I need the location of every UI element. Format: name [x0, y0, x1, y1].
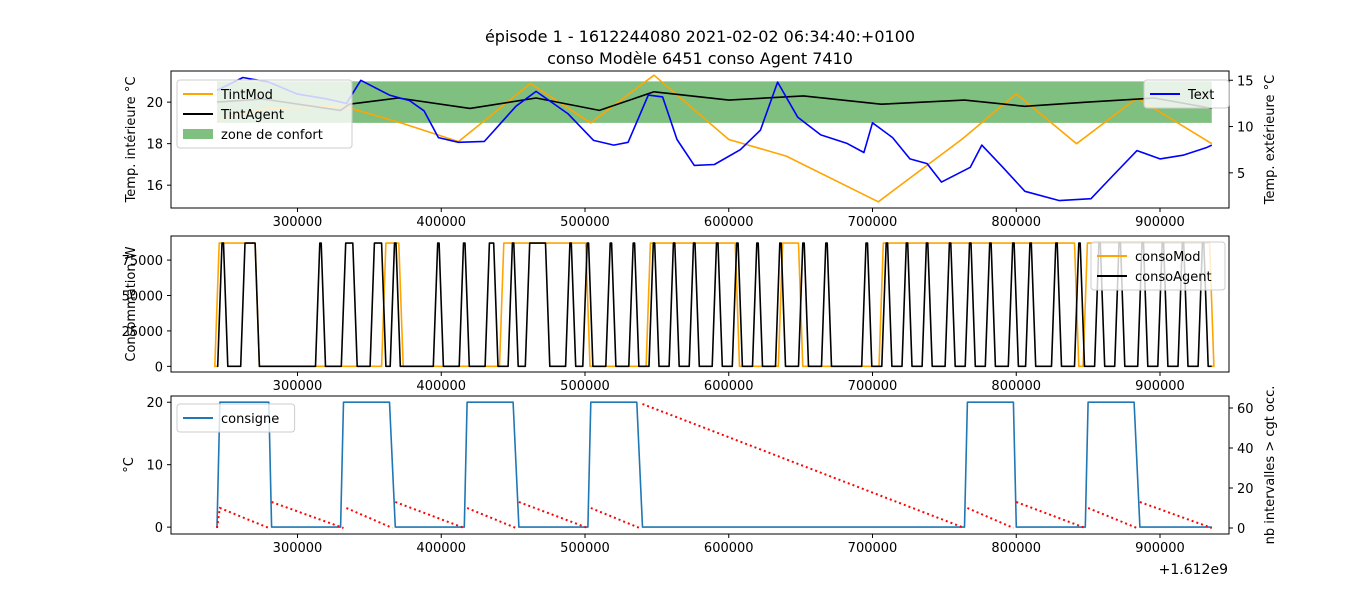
legend-left: TintMod TintAgent zone de confort	[176, 79, 353, 149]
axes-frame	[170, 235, 1230, 373]
y-tick-label: 0	[155, 360, 163, 375]
series-consigne	[216, 401, 1212, 528]
y-tick-label: 18	[146, 138, 163, 153]
x-tick-label: 800000	[991, 379, 1041, 394]
axes-frame	[170, 70, 1230, 209]
legend-box	[176, 403, 296, 433]
legend-label: consigne	[221, 412, 279, 427]
y-tick-label: 25000	[122, 325, 163, 340]
legend-label: TintMod	[220, 88, 273, 103]
x-tick-label: 900000	[1135, 541, 1185, 556]
y2-tick-label: 15	[1237, 74, 1254, 89]
series-text	[216, 76, 1213, 202]
x-tick-label: 600000	[704, 215, 754, 230]
legend-patch	[183, 129, 213, 139]
y-tick-label: 50000	[122, 290, 163, 305]
y2-tick-label: 5	[1237, 167, 1245, 182]
x-tick-label: 900000	[1135, 379, 1185, 394]
legend-label: TintAgent	[220, 108, 284, 123]
x-tick-label: 600000	[704, 379, 754, 394]
y2-tick-label: 60	[1237, 402, 1254, 417]
y2-axis-label: nb intervalles > cgt occ.	[1263, 386, 1278, 545]
legend-label: consoMod	[1135, 250, 1201, 265]
y-tick-label: 0	[155, 521, 163, 536]
y2-tick-label: 10	[1237, 121, 1254, 136]
y2-tick-label: 40	[1237, 442, 1254, 457]
legend-label: zone de confort	[221, 128, 323, 143]
y-axis-label: Consommation W	[124, 246, 139, 361]
y-axis-label: Temp. intérieure °C	[124, 77, 139, 204]
y2-axis-label: Temp. extérieure °C	[1263, 75, 1278, 205]
x-tick-label: 900000	[1135, 215, 1185, 230]
series-occupancy-intervals	[216, 403, 1213, 529]
legend-conso: consoMod consoAgent	[1090, 241, 1226, 291]
legend-label: Text	[1187, 88, 1214, 103]
legend-right: Text	[1143, 79, 1230, 109]
y-tick-label: 16	[146, 179, 163, 194]
x-tick-label: 700000	[848, 215, 898, 230]
x-tick-label: 400000	[416, 379, 466, 394]
y-tick-label: 20	[146, 396, 163, 411]
y-axis-label: °C	[122, 457, 137, 473]
x-tick-label: 500000	[560, 379, 610, 394]
x-tick-label: 800000	[991, 215, 1041, 230]
x-tick-label: 500000	[560, 541, 610, 556]
series-tintmod	[216, 74, 1213, 203]
figure-title-line2: conso Modèle 6451 conso Agent 7410	[547, 49, 853, 68]
panel-temperatures: 300000 400000 500000 600000 700000 800000 9000…	[124, 70, 1278, 230]
y-tick-label: 75000	[122, 254, 163, 269]
x-tick-label: 300000	[273, 215, 323, 230]
x-tick-label: 700000	[848, 541, 898, 556]
x-tick-label: 400000	[416, 541, 466, 556]
legend-consigne: consigne	[176, 403, 296, 433]
y2-tick-label: 20	[1237, 482, 1254, 497]
x-tick-label: 400000	[416, 215, 466, 230]
x-tick-label: 500000	[560, 215, 610, 230]
y2-tick-label: 0	[1237, 522, 1245, 537]
figure-title-line1: épisode 1 - 1612244080 2021-02-02 06:34:…	[485, 27, 915, 46]
panel-setpoint: 300000 400000 500000 600000 700000 800000 9000…	[122, 386, 1278, 556]
comfort-zone	[217, 81, 1212, 123]
legend-label: consoAgent	[1135, 270, 1212, 285]
panel-consumption: 300000 400000 500000 600000 700000 800000 9000…	[122, 235, 1230, 394]
axes-frame	[170, 395, 1230, 535]
legend-box	[176, 79, 353, 149]
legend-box	[1090, 241, 1226, 291]
x-tick-label: 300000	[273, 541, 323, 556]
x-offset-label: +1.612e9	[1159, 562, 1228, 578]
x-tick-label: 700000	[848, 379, 898, 394]
x-tick-label: 300000	[273, 379, 323, 394]
legend-box	[1143, 79, 1230, 109]
series-consoagent	[216, 242, 1212, 368]
x-tick-label: 600000	[704, 541, 754, 556]
x-tick-label: 800000	[991, 541, 1041, 556]
panels: 300000 400000 500000 600000 700000 800000 9000…	[122, 70, 1278, 556]
y-tick-label: 20	[146, 96, 163, 111]
y-tick-label: 10	[146, 459, 163, 474]
